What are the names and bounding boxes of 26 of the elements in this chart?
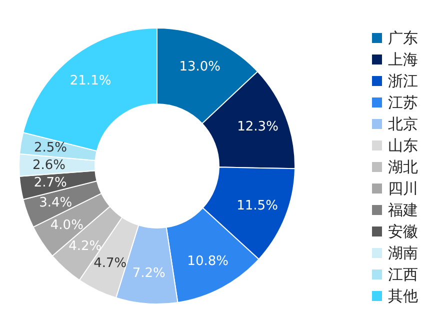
legend-label: 湖北 [388,158,418,176]
legend-label: 浙江 [388,72,418,90]
legend-label: 山东 [388,136,418,154]
data-label: 4.0% [50,218,84,234]
data-label: 11.5% [236,198,278,214]
data-label: 12.3% [237,120,278,135]
legend-label: 北京 [388,115,418,133]
data-label: 7.2% [132,266,166,282]
data-label: 3.4% [39,196,72,211]
legend-label: 广东 [388,29,418,47]
legend-label: 福建 [388,201,418,219]
data-label: 21.1% [70,73,112,88]
legend-label: 江西 [388,266,418,284]
legend-label: 江苏 [388,94,418,112]
data-label: 2.6% [32,158,66,173]
legend-label: 四川 [388,180,418,198]
legend-label: 湖南 [388,244,418,262]
legend-label: 安徽 [388,222,418,240]
legend-label: 上海 [388,50,418,68]
legend-label: 其他 [388,287,418,305]
data-label: 13.0% [179,59,221,74]
data-label: 2.5% [34,140,68,156]
data-label: 4.7% [94,256,127,271]
data-label: 10.8% [187,254,228,269]
data-label: 2.7% [34,176,67,191]
data-label: 4.2% [68,239,102,254]
